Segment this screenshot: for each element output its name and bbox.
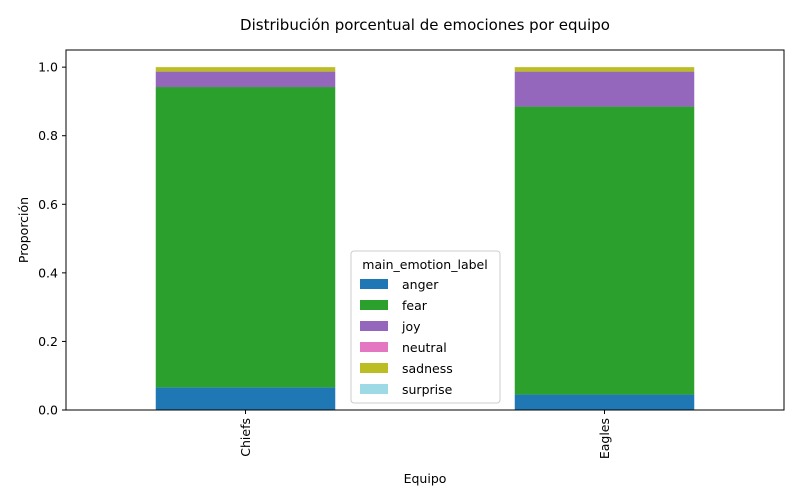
legend-box xyxy=(350,250,501,404)
bar-anger-chiefs xyxy=(155,387,336,410)
y-tick-label: 1.0 xyxy=(38,60,58,75)
y-tick-label: 0.2 xyxy=(38,334,58,349)
bars-group xyxy=(155,67,695,410)
legend-swatch-neutral xyxy=(360,342,388,352)
bar-anger-eagles xyxy=(514,394,695,410)
y-tick-label: 0.4 xyxy=(38,265,58,280)
bar-sadness-chiefs xyxy=(155,67,336,72)
bar-fear-eagles xyxy=(514,106,695,395)
legend-swatch-sadness xyxy=(360,363,388,373)
legend-swatch-surprise xyxy=(360,384,388,394)
legend: main_emotion_label anger fear joy neutral sa… xyxy=(350,250,501,404)
legend-label-anger: anger xyxy=(402,277,439,292)
x-tick-label: Chiefs xyxy=(238,418,253,457)
y-tick-label: 0.6 xyxy=(38,197,58,212)
legend-title: main_emotion_label xyxy=(362,257,487,272)
bar-fear-chiefs xyxy=(155,87,336,388)
plot-frame xyxy=(65,49,785,411)
legend-label-fear: fear xyxy=(402,298,428,313)
legend-swatch-fear xyxy=(360,300,388,310)
y-tick-label: 0.0 xyxy=(38,403,58,418)
legend-label-joy: joy xyxy=(401,319,421,334)
legend-swatch-joy xyxy=(360,321,388,331)
legend-label-neutral: neutral xyxy=(402,340,447,355)
bar-joy-eagles xyxy=(514,71,695,107)
x-axis-label: Equipo xyxy=(404,471,447,486)
y-tick-label: 0.8 xyxy=(38,128,58,143)
legend-label-surprise: surprise xyxy=(402,382,453,397)
legend-swatch-anger xyxy=(360,279,388,289)
x-tick-label: Eagles xyxy=(597,418,612,459)
bar-joy-chiefs xyxy=(155,71,336,88)
bar-sadness-eagles xyxy=(514,67,695,72)
legend-label-sadness: sadness xyxy=(402,361,453,376)
y-axis-label: Proporción xyxy=(16,197,31,263)
y-axis: 0.0 0.2 0.4 0.6 0.8 1.0 xyxy=(38,60,66,418)
x-axis: Chiefs Eagles xyxy=(238,410,612,459)
chart-title: Distribución porcentual de emociones por… xyxy=(240,16,610,34)
